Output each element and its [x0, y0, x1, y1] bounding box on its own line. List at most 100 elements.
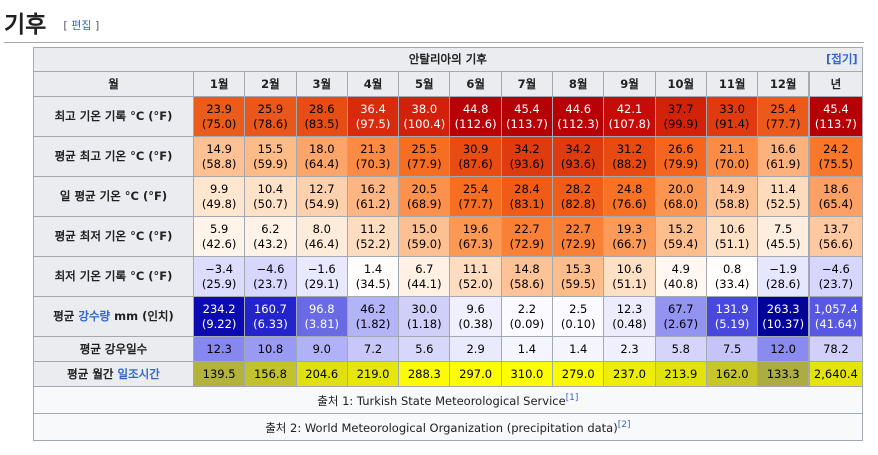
cell-fahrenheit: (78.6)	[253, 116, 288, 131]
cell-value: 28.6	[308, 101, 335, 116]
month-cell: −1.9 (28.6)	[757, 256, 810, 297]
cell-fahrenheit: (1.82)	[355, 316, 391, 331]
cell-value: 4.9	[671, 261, 690, 276]
cell-value: 139.5	[202, 366, 236, 381]
cell-value: 15.0	[411, 221, 438, 236]
cell-value: 44.8	[462, 101, 489, 116]
month-cell: 156.8	[244, 361, 297, 387]
cell-value: 46.2	[360, 301, 386, 316]
month-cell: 42.1 (107.8)	[603, 96, 656, 137]
cell-value: 0.8	[722, 261, 742, 276]
cell-value: 6.7	[415, 261, 434, 276]
month-cell: 25.4 (77.7)	[449, 176, 502, 217]
cell-fahrenheit: (75.5)	[818, 156, 854, 171]
cell-value: 7.2	[363, 341, 383, 356]
cell-value: 19.6	[462, 221, 489, 236]
cell-value: 160.7	[253, 301, 287, 316]
month-cell: 44.6 (112.3)	[552, 96, 605, 137]
month-cell: 30.9 (87.6)	[449, 136, 502, 177]
month-cell: 7.5 (45.5)	[757, 216, 810, 257]
month-header: 6월	[449, 71, 502, 97]
month-cell: 0.8 (33.4)	[705, 256, 759, 297]
cell-value: 1,057.4	[813, 301, 858, 316]
section-title: 기후	[4, 12, 47, 38]
month-cell: 33.0 (91.4)	[705, 96, 759, 137]
month-cell: 22.7 (72.9)	[500, 216, 554, 257]
row-header-link[interactable]: 일조시간	[117, 366, 160, 381]
month-cell: 15.3 (59.5)	[552, 256, 605, 297]
reference-link[interactable]: [1]	[565, 393, 579, 404]
cell-value: 237.0	[613, 366, 646, 381]
cell-fahrenheit: (82.8)	[560, 196, 596, 211]
edit-link[interactable]: 편집	[71, 19, 92, 32]
cell-value: 11.4	[770, 181, 796, 196]
source-text: 출처 1: Turkish State Meteorological Servi…	[317, 393, 566, 408]
row-header-link[interactable]: 강수량	[78, 309, 111, 323]
cell-fahrenheit: (43.2)	[253, 236, 288, 251]
cell-fahrenheit: (112.3)	[557, 116, 600, 131]
cell-value: 22.7	[514, 221, 540, 236]
cell-value: 25.4	[462, 181, 489, 196]
collapse-link[interactable]: [접기]	[826, 52, 858, 66]
row-header: 일 평균 기온 °C (°F)	[33, 176, 194, 217]
cell-value: 36.4	[360, 101, 386, 116]
month-cell: 2.5 (0.10)	[552, 296, 605, 337]
month-cell: 162.0	[705, 361, 759, 387]
cell-value: 42.1	[616, 101, 643, 116]
year-cell: 45.4 (113.7)	[808, 96, 863, 137]
table-caption: 안탈리아의 기후 [접기]	[33, 47, 863, 72]
month-header: 9월	[603, 71, 656, 97]
month-cell: 30.0 (1.18)	[398, 296, 451, 337]
cell-fahrenheit: (113.7)	[505, 116, 548, 131]
month-cell: 9.9 (49.8)	[192, 176, 246, 217]
month-cell: 6.7 (44.1)	[398, 256, 451, 297]
row-header: 평균 월간 일조시간	[33, 361, 194, 387]
year-cell: 24.2 (75.5)	[808, 136, 863, 177]
year-cell: 13.7 (56.6)	[808, 216, 863, 257]
month-header: 4월	[346, 71, 400, 97]
cell-fahrenheit: (91.4)	[714, 116, 750, 131]
month-cell: 19.3 (66.7)	[603, 216, 656, 257]
month-cell: 263.3 (10.37)	[757, 296, 810, 337]
cell-value: 19.3	[616, 221, 643, 236]
month-cell: 20.5 (68.9)	[398, 176, 451, 217]
month-cell: 160.7 (6.33)	[244, 296, 297, 337]
table-row: 평균 강수량 mm (인치) 234.2 (9.22) 160.7 (6.33) 96.8…	[33, 296, 863, 337]
month-cell: 45.4 (113.7)	[500, 96, 554, 137]
month-cell: 21.1 (70.0)	[705, 136, 759, 177]
cell-fahrenheit: (2.67)	[663, 316, 699, 331]
month-cell: 28.4 (83.1)	[500, 176, 554, 217]
cell-fahrenheit: (59.4)	[663, 236, 699, 251]
reference-link[interactable]: [2]	[617, 420, 631, 431]
cell-value: 34.2	[514, 141, 540, 156]
cell-fahrenheit: (33.4)	[714, 276, 750, 291]
cell-fahrenheit: (76.6)	[612, 196, 647, 211]
cell-value: 44.6	[565, 101, 592, 116]
cell-value: 131.9	[715, 301, 749, 316]
month-header: 8월	[552, 71, 605, 97]
cell-value: 22.7	[565, 221, 592, 236]
cell-value: 2.3	[620, 341, 639, 356]
cell-fahrenheit: (58.6)	[509, 276, 545, 291]
month-cell: 24.8 (76.6)	[603, 176, 656, 217]
cell-value: 219.0	[356, 366, 390, 381]
cell-value: 10.4	[257, 181, 284, 196]
cell-value: 20.0	[668, 181, 694, 196]
cell-fahrenheit: (0.38)	[458, 316, 493, 331]
month-cell: −4.6 (23.7)	[244, 256, 297, 297]
source-cell: 출처 2: World Meteorological Organization …	[33, 413, 863, 441]
cell-value: 9.0	[312, 341, 331, 356]
month-cell: 25.9 (78.6)	[244, 96, 297, 137]
cell-fahrenheit: (113.7)	[814, 116, 857, 131]
cell-fahrenheit: (9.22)	[201, 316, 237, 331]
cell-value: 12.7	[308, 181, 335, 196]
month-cell: 213.9	[654, 361, 707, 387]
cell-fahrenheit: (70.0)	[714, 156, 750, 171]
cell-fahrenheit: (107.8)	[608, 116, 651, 131]
month-cell: 9.0	[295, 336, 348, 362]
cell-fahrenheit: (65.4)	[818, 196, 854, 211]
cell-fahrenheit: (66.7)	[612, 236, 647, 251]
cell-value: 67.7	[668, 301, 694, 316]
month-cell: 46.2 (1.82)	[346, 296, 400, 337]
cell-value: 12.3	[616, 301, 643, 316]
